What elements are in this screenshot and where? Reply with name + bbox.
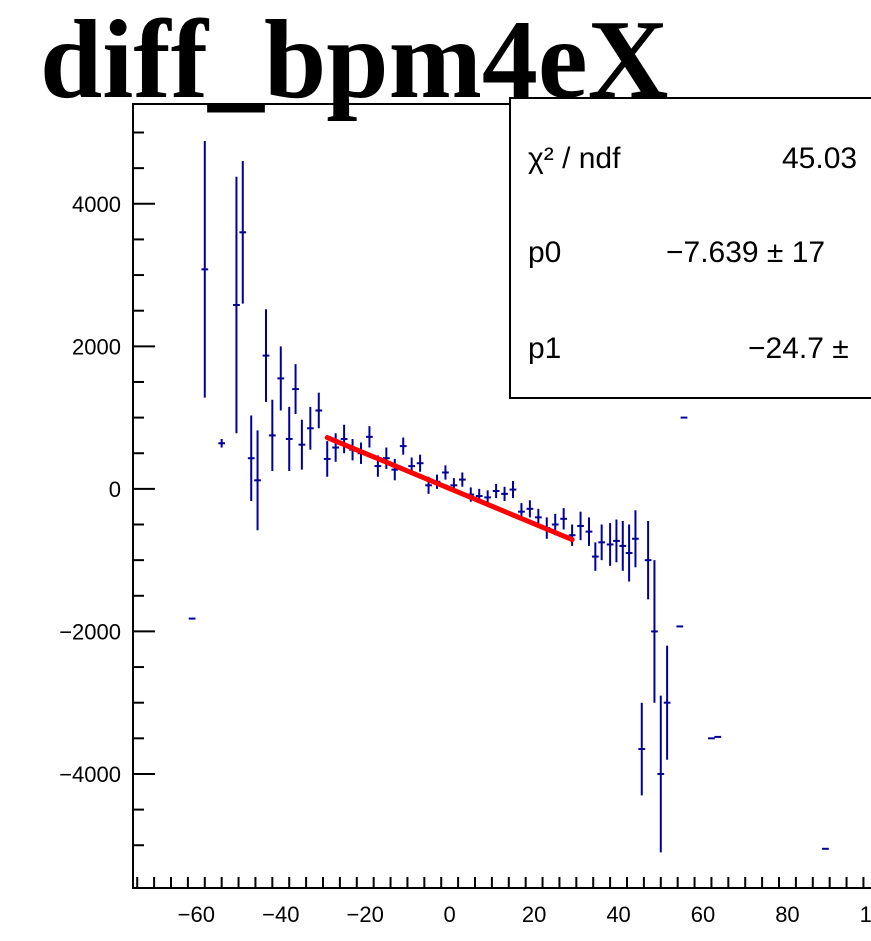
data-point: [239, 161, 247, 304]
x-tick-label: 10: [860, 902, 871, 927]
x-tick-label: −20: [347, 902, 384, 927]
data-point: [416, 454, 424, 472]
data-point: [591, 542, 599, 571]
stats-value-p0: −7.639 ± 17: [666, 236, 825, 269]
data-point: [315, 392, 323, 429]
data-point: [613, 519, 620, 563]
data-point: [632, 510, 639, 568]
x-tick-label: 40: [606, 902, 630, 927]
data-point: [606, 523, 614, 566]
fit-line: [324, 435, 575, 543]
stats-box-frame: [509, 97, 871, 399]
x-tick-label: −40: [262, 902, 299, 927]
data-point: [492, 483, 500, 499]
data-point: [509, 481, 517, 499]
data-point: [585, 517, 593, 546]
data-point: [233, 176, 240, 434]
data-point: [366, 426, 373, 448]
y-axis-ticks: 4000 2000 0 −2000 −4000: [59, 131, 155, 847]
data-point: [323, 441, 331, 477]
data-point: [391, 458, 399, 481]
data-point: [332, 433, 340, 462]
data-point: [625, 524, 633, 582]
data-point: [458, 472, 466, 487]
data-point: [277, 346, 285, 411]
data-point: [254, 430, 261, 531]
data-point: [663, 645, 671, 760]
data-point: [598, 524, 606, 561]
x-tick-label: −60: [178, 902, 215, 927]
stats-label-p0: p0: [528, 236, 561, 269]
stats-box: χ² / ndf 45.03 p0 −7.639 ± 17 p1 −24.7 ±: [509, 97, 871, 399]
data-point: [262, 309, 270, 402]
data-point: [526, 500, 534, 518]
data-point: [285, 406, 293, 472]
data-point: [577, 511, 584, 541]
data-point: [638, 702, 646, 796]
x-tick-label: 80: [775, 902, 799, 927]
data-point: [568, 524, 576, 546]
x-tick-label: 0: [444, 902, 456, 927]
stats-value-chi2: 45.03: [782, 142, 857, 175]
data-point: [268, 399, 276, 472]
data-point: [644, 520, 652, 600]
data-point: [619, 520, 627, 571]
y-tick-label: 2000: [72, 334, 121, 359]
fit-line-group: [324, 435, 575, 543]
data-point: [292, 364, 299, 415]
data-point: [442, 465, 449, 480]
y-tick-label: 4000: [72, 192, 121, 217]
x-tick-label: 60: [691, 902, 715, 927]
stats-value-p1: −24.7 ±: [748, 332, 849, 365]
data-point: [306, 406, 314, 450]
data-point: [201, 141, 209, 398]
data-point: [298, 419, 306, 470]
data-point: [382, 447, 390, 469]
data-point: [340, 424, 348, 454]
y-tick-label: −4000: [59, 762, 121, 787]
data-point: [657, 695, 665, 853]
y-tick-label: −2000: [59, 619, 121, 644]
data-point: [651, 560, 658, 703]
stats-label-chi2: χ² / ndf: [528, 142, 621, 175]
y-tick-label: 0: [109, 477, 121, 502]
data-point: [247, 415, 255, 501]
stats-label-p1: p1: [528, 332, 561, 365]
x-tick-label: 20: [522, 902, 546, 927]
chart-title: diff_bpm4eX: [40, 0, 668, 122]
data-point: [399, 437, 407, 455]
data-point: [560, 508, 568, 530]
x-axis-ticks: −60 −40 −20 0 20 40 60 80 10: [136, 877, 871, 927]
data-point: [218, 438, 226, 448]
data-point: [501, 486, 508, 501]
